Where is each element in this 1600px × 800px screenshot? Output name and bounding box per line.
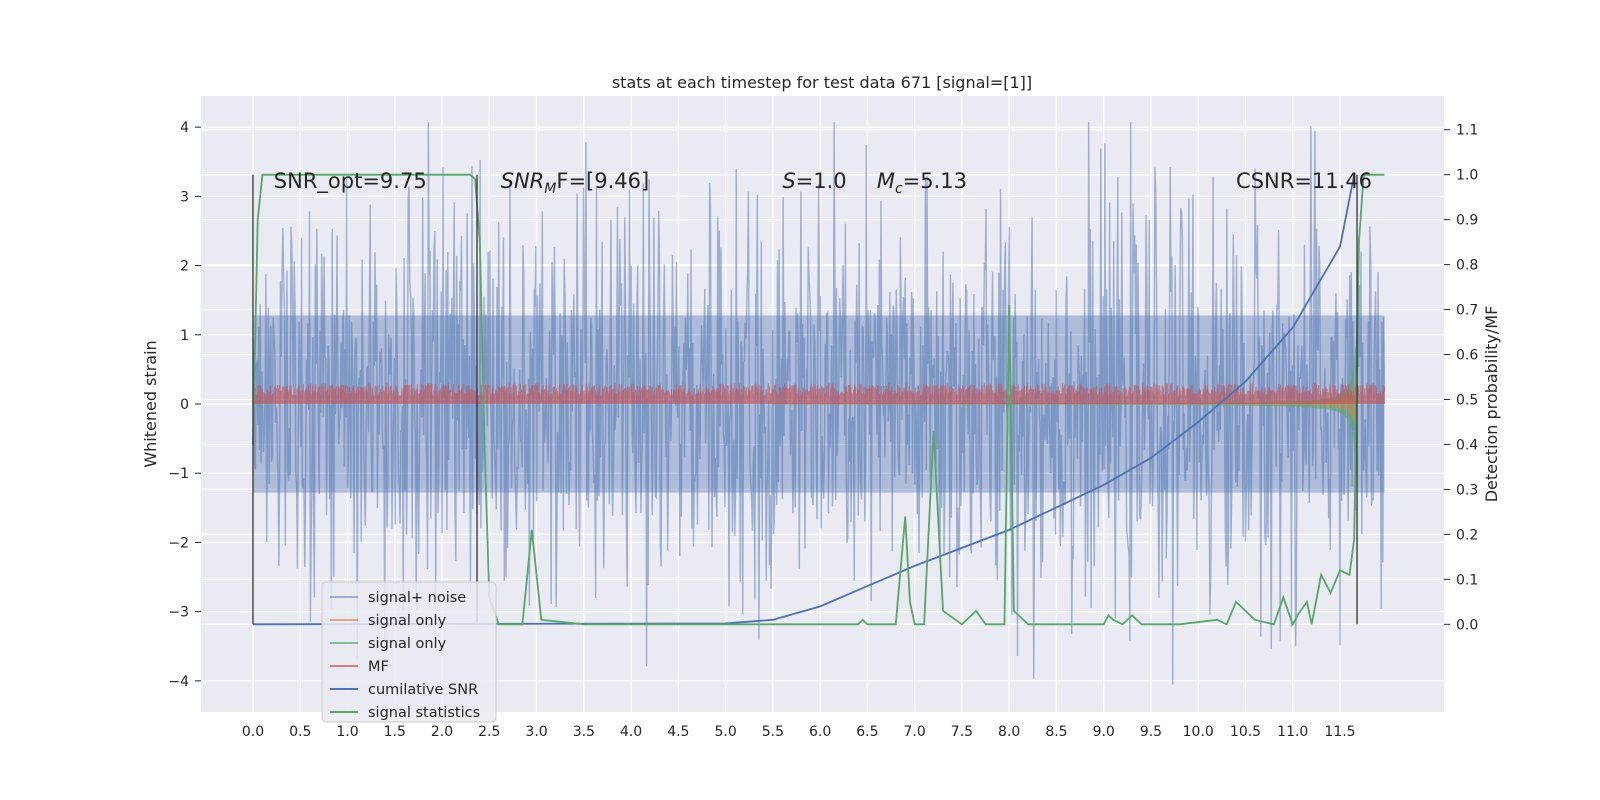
legend-label-5: signal statistics: [368, 705, 480, 721]
x-tick-label-4: 2.0: [431, 724, 453, 740]
x-tick-label-16: 8.0: [998, 724, 1020, 740]
series-signal-statistics: [252, 173, 1385, 627]
y2-tick-label-3: 0.8: [1456, 258, 1478, 274]
x-tick-label-2: 1.0: [336, 724, 358, 740]
x-tick-label-18: 9.0: [1093, 724, 1115, 740]
x-tick-label-19: 9.5: [1140, 724, 1162, 740]
x-tick-label-8: 4.0: [620, 724, 642, 740]
chart-title: stats at each timestep for test data 671…: [612, 73, 1032, 92]
x-tick-label-5: 2.5: [478, 724, 500, 740]
x-tick-label-23: 11.5: [1324, 724, 1355, 740]
series-signal-only-chirp: [772, 376, 1358, 422]
y-tick-label-7: −3: [168, 605, 189, 621]
annotation-1: SNRMF=[9.46]: [501, 169, 650, 197]
y2-tick-label-7: 0.4: [1456, 437, 1478, 453]
legend-label-1: signal only: [368, 613, 447, 629]
y-tick-label-3: 1: [180, 328, 189, 344]
x-tick-label-21: 10.5: [1230, 724, 1261, 740]
y2-tick-label-4: 0.7: [1456, 303, 1478, 319]
x-tick-label-3: 1.5: [384, 724, 406, 740]
series-mf: [252, 383, 1386, 405]
line-series: [252, 173, 1385, 627]
y2-tick-label-1: 1.0: [1456, 168, 1478, 184]
y-tick-label-8: −4: [168, 674, 189, 690]
y-tick-label-1: 3: [180, 189, 189, 205]
x-tick-label-11: 5.5: [762, 724, 784, 740]
x-tick-label-7: 3.5: [573, 724, 595, 740]
y-tick-label-0: 4: [180, 120, 189, 136]
y2-tick-label-8: 0.3: [1456, 482, 1478, 498]
y-tick-label-2: 2: [180, 259, 189, 275]
y2-tick-label-5: 0.6: [1456, 348, 1478, 364]
y2-tick-label-6: 0.5: [1456, 393, 1478, 409]
y-axis-label: Whitened strain: [141, 340, 160, 467]
vertical-lines: [252, 174, 1358, 625]
annotation-4: CSNR=11.46: [1236, 169, 1372, 193]
legend-label-3: MF: [368, 659, 389, 675]
y2-axis-label: Detection probability/MF: [1482, 306, 1501, 503]
y-tick-label-6: −2: [168, 535, 189, 551]
y2-tick-label-11: 0.0: [1456, 617, 1478, 633]
y2-tick-label-9: 0.2: [1456, 527, 1478, 543]
x-tick-label-22: 11.0: [1277, 724, 1308, 740]
x-tick-label-14: 7.0: [904, 724, 926, 740]
y-tick-label-5: −1: [168, 466, 189, 482]
x-tick-label-15: 7.5: [951, 724, 973, 740]
annotations: SNR_opt=9.75 SNRMF=[9.46] S=1.0 Mc=5.13 CSNR…: [274, 169, 1372, 197]
x-tick-label-12: 6.0: [809, 724, 831, 740]
y2-tick-label-0: 1.1: [1456, 123, 1478, 139]
legend-label-2: signal only: [368, 636, 447, 652]
annotation-2: S=1.0: [782, 169, 846, 193]
x-tick-label-17: 8.5: [1045, 724, 1067, 740]
legend: signal+ noise signal only signal only MF cum…: [321, 581, 497, 723]
tick-labels: 0.0 0.5 1.0 1.5 2.0 2.5 3.0 3.5 4.0 4.5 5.0 5.5 6.0 6…: [168, 120, 1478, 740]
x-tick-label-20: 10.0: [1183, 724, 1214, 740]
y2-tick-label-2: 0.9: [1456, 213, 1478, 229]
x-tick-label-6: 3.0: [525, 724, 547, 740]
x-tick-label-13: 6.5: [856, 724, 878, 740]
series-cumulative-snr: [252, 174, 1356, 626]
x-tick-label-1: 0.5: [289, 724, 311, 740]
legend-label-4: cumilative SNR: [368, 682, 478, 698]
annotation-0: SNR_opt=9.75: [274, 169, 427, 194]
legend-box: [321, 581, 497, 723]
annotation-3: Mc=5.13: [877, 169, 967, 197]
y2-tick-label-10: 0.1: [1456, 572, 1478, 588]
mf-series: [252, 383, 1386, 405]
x-tick-label-0: 0.0: [242, 724, 264, 740]
y-tick-label-4: 0: [180, 397, 189, 413]
series-signal-noise: [252, 122, 1386, 685]
x-tick-label-10: 5.0: [714, 724, 736, 740]
x-tick-label-9: 4.5: [667, 724, 689, 740]
legend-label-0: signal+ noise: [368, 590, 466, 606]
